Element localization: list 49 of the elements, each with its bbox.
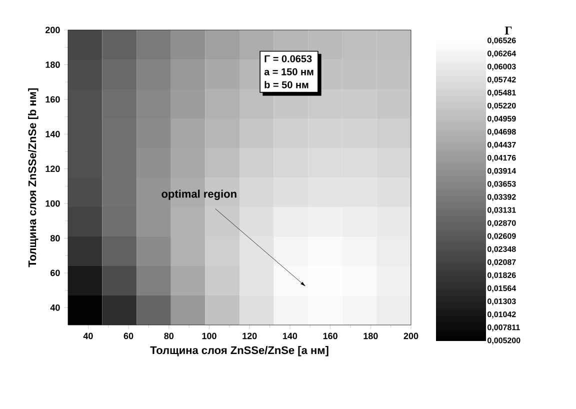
color-bar-label: 0,05481	[488, 90, 516, 97]
x-tick-label: 200	[404, 332, 418, 340]
color-bar-label: 0,02348	[488, 246, 516, 254]
y-tick-label: 160	[46, 96, 60, 103]
color-bar-label: 0,01564	[488, 285, 516, 292]
color-bar-label: 0,005200	[488, 338, 520, 344]
x-tick-label: 120	[242, 332, 257, 340]
color-bar-label: 0,02087	[488, 259, 516, 266]
x-tick-label: 60	[124, 332, 134, 340]
x-tick-label: 100	[202, 332, 216, 340]
color-bar-label: 0,03131	[488, 207, 516, 214]
x-tick-label: 40	[83, 332, 93, 340]
y-axis-title: Толщина слоя ZnSSe/ZnSe [b нм]	[28, 88, 38, 268]
annotation: a = 150 нм	[264, 68, 314, 76]
color-bar-label: 0,03392	[488, 194, 516, 201]
y-tick-label: 60	[50, 270, 60, 276]
y-tick-label: 120	[46, 166, 60, 172]
x-tick-label: 160	[323, 332, 338, 340]
color-bar-label: 0,01303	[488, 298, 516, 306]
x-tick-label: 180	[364, 332, 378, 340]
color-bar-label: 0,01042	[488, 312, 516, 318]
color-bar-label: 0,04698	[488, 128, 516, 136]
x-axis-title: Толщина слоя ZnSSe/ZnSe [a нм]	[150, 346, 328, 356]
x-tick-label: 140	[283, 332, 298, 340]
color-bar-title: Γ	[504, 26, 512, 34]
y-tick-label: 80	[50, 235, 60, 242]
y-tick-label: 40	[50, 304, 60, 311]
annotation: optimal region	[162, 190, 236, 200]
annotation: b = 50 нм	[264, 80, 308, 88]
color-bar-label: 0,06264	[488, 50, 516, 58]
color-bar-label: 0,06526	[488, 38, 516, 44]
color-bar-label: 0,04437	[488, 142, 516, 149]
color-bar-label: 0,06003	[488, 64, 516, 71]
color-bar-label: 0,04176	[488, 154, 516, 162]
y-tick-label: 140	[46, 130, 60, 138]
color-bar-label: 0,04959	[488, 116, 516, 123]
color-bar-label: 0,02609	[488, 233, 516, 240]
color-bar-label: 0,05220	[488, 102, 516, 110]
color-bar-label: 0,05742	[488, 76, 516, 84]
color-bar-label: 0,03653	[488, 181, 516, 188]
y-tick-label: 100	[46, 200, 60, 207]
y-tick-label: 180	[46, 62, 60, 68]
x-tick-label: 80	[164, 332, 174, 340]
color-bar-label: 0,02870	[488, 220, 516, 228]
color-bar-label: 0,03914	[488, 168, 516, 175]
color-bar-label: 0,01826	[488, 272, 516, 280]
annotation: Γ = 0.0653	[264, 55, 312, 62]
color-bar-label: 0,007811	[488, 324, 520, 332]
y-tick-label: 200	[46, 26, 60, 34]
